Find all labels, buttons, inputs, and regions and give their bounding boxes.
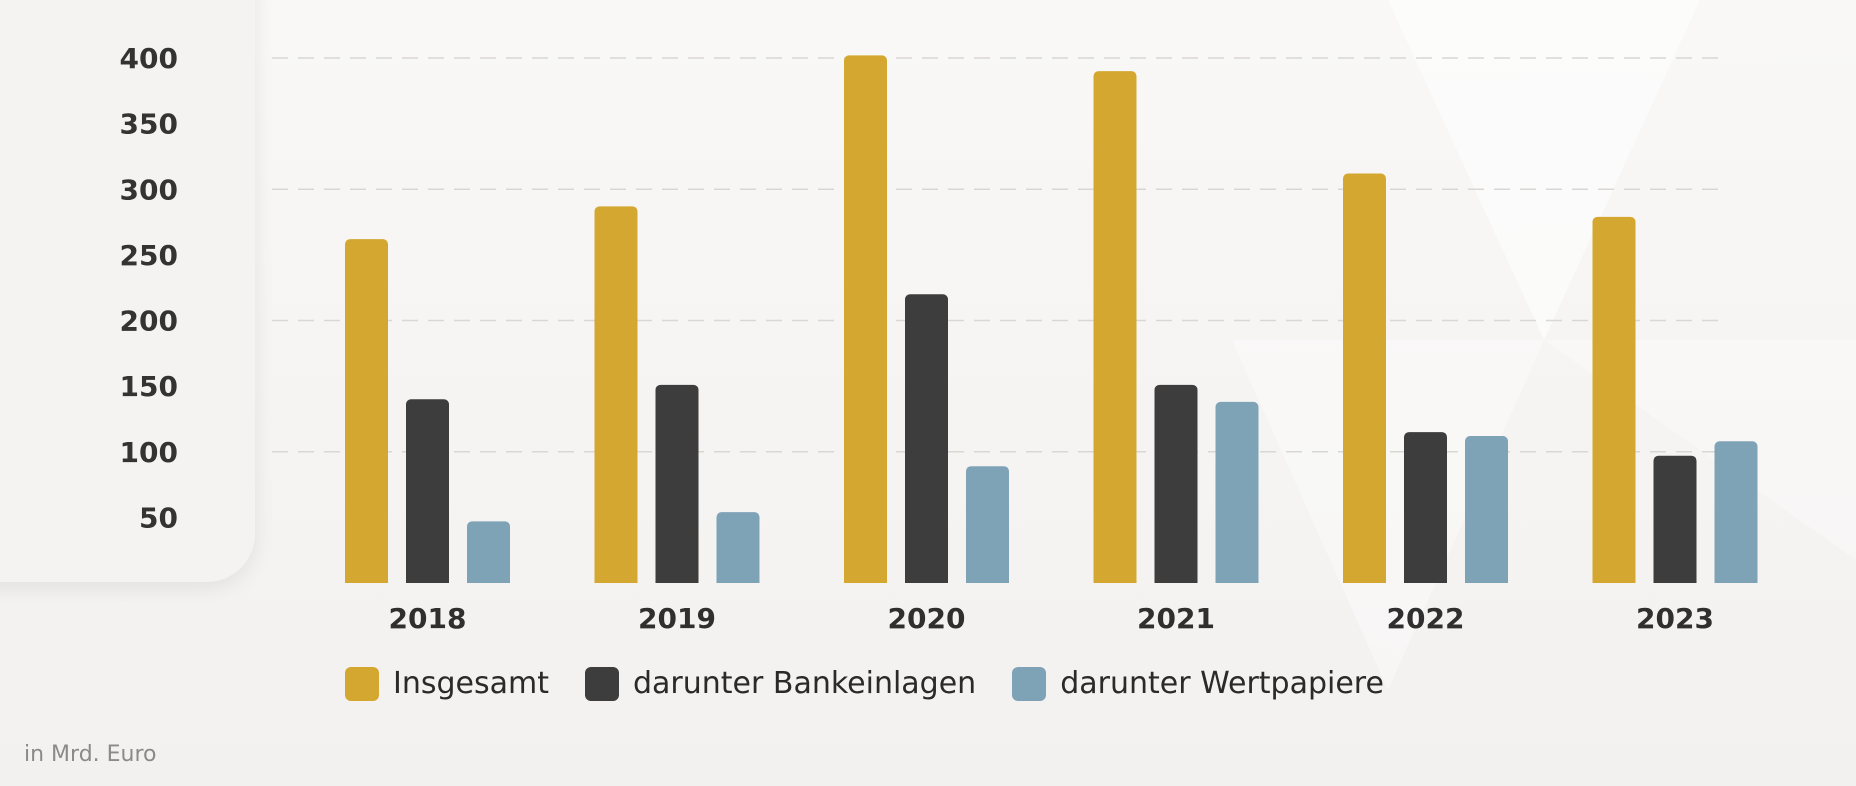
x-tick-label-2021: 2021 — [1137, 602, 1215, 635]
bar-2023-3 — [1714, 441, 1758, 583]
bar-2023-2 — [1653, 455, 1697, 583]
bar-base-2018-3 — [467, 577, 510, 583]
bar-base-2020-2 — [905, 577, 948, 583]
bar-2021-3 — [1215, 401, 1259, 583]
bar-2022-2 — [1404, 432, 1447, 583]
bars — [345, 55, 1758, 583]
bar-base-2021-1 — [1093, 577, 1137, 583]
x-tick-label-2019: 2019 — [638, 602, 716, 635]
bar-base-2023-3 — [1714, 577, 1758, 583]
bar-2019-2 — [655, 384, 699, 583]
y-tick-label: 100 — [120, 436, 178, 469]
y-tick-label: 150 — [120, 370, 178, 403]
legend-label: darunter Wertpapiere — [1060, 666, 1384, 701]
gridlines — [272, 57, 1725, 453]
legend-swatch — [585, 666, 619, 701]
bar-2018-2 — [406, 399, 449, 583]
bar-base-2021-2 — [1154, 577, 1198, 583]
x-axis: 2018 2019 2020 2021 2022 2023 — [389, 602, 1714, 635]
bar-2018-1 — [345, 239, 388, 583]
bar-2022-1 — [1343, 173, 1386, 583]
x-tick-label-2018: 2018 — [389, 602, 467, 635]
bar-base-2018-2 — [406, 577, 449, 583]
bar-2020-3 — [966, 466, 1009, 583]
bar-2019-1 — [594, 206, 638, 583]
bar-2021-1 — [1093, 71, 1137, 583]
y-tick-label: 350 — [120, 108, 178, 141]
bar-2022-3 — [1465, 436, 1508, 583]
bar-2023-1 — [1592, 216, 1636, 583]
legend: Insgesamt darunter Bankeinlagen darunter W… — [345, 666, 1420, 701]
legend-label: Insgesamt — [393, 666, 549, 701]
legend-swatch — [1012, 666, 1047, 701]
legend-label: darunter Bankeinlagen — [633, 666, 977, 701]
bar-base-2022-3 — [1465, 577, 1508, 583]
bar-base-2023-2 — [1653, 577, 1697, 583]
legend-item-1: Insgesamt — [345, 666, 549, 701]
legend-item-2: darunter Bankeinlagen — [585, 666, 976, 701]
bar-base-2021-3 — [1215, 577, 1259, 583]
legend-swatch — [345, 666, 379, 701]
bar-2018-3 — [467, 521, 510, 583]
x-tick-label-2020: 2020 — [888, 602, 966, 635]
bar-base-2022-2 — [1404, 577, 1447, 583]
y-tick-label: 300 — [120, 173, 178, 206]
bar-base-2019-2 — [655, 577, 699, 583]
y-tick-label: 250 — [120, 239, 178, 272]
bar-2021-2 — [1154, 384, 1198, 583]
x-tick-label-2022: 2022 — [1387, 602, 1465, 635]
bar-2020-2 — [905, 294, 948, 583]
legend-item-3: darunter Wertpapiere — [1012, 666, 1384, 701]
bar-2020-1 — [844, 55, 887, 583]
bar-base-2018-1 — [345, 577, 388, 583]
bar-base-2020-3 — [966, 577, 1009, 583]
bar-base-2020-1 — [844, 577, 887, 583]
bar-base-2019-3 — [716, 577, 760, 583]
bar-base-2019-1 — [594, 577, 638, 583]
x-tick-label-2023: 2023 — [1636, 602, 1714, 635]
y-axis: 50 100 150 200 250 300 350 400 — [120, 42, 178, 534]
bar-2019-3 — [716, 512, 760, 583]
axis-panel — [0, 0, 255, 582]
unit-note: in Mrd. Euro — [24, 742, 157, 767]
y-tick-label: 200 — [120, 305, 178, 338]
bar-base-2022-1 — [1343, 577, 1386, 583]
y-tick-label: 50 — [139, 501, 178, 534]
y-tick-label: 400 — [120, 42, 178, 75]
bar-base-2023-1 — [1592, 577, 1636, 583]
